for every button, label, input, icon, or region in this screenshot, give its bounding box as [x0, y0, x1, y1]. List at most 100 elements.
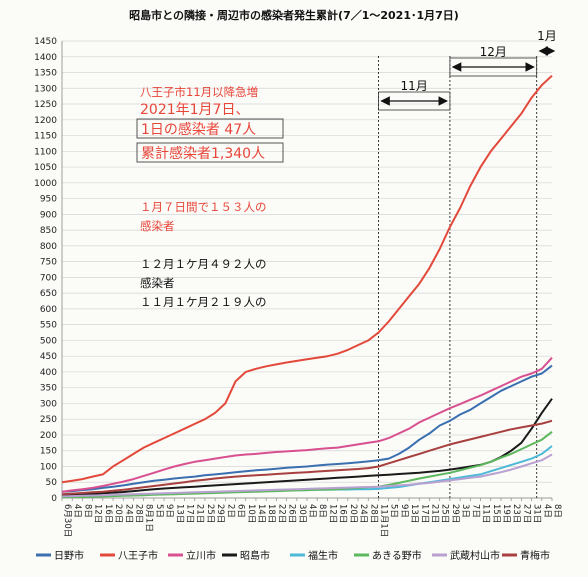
x-tick-label: 10日	[246, 504, 256, 523]
x-tick-label: 26日	[287, 504, 297, 523]
y-tick-label: 1200	[34, 116, 57, 126]
x-tick-label: 22日	[276, 504, 286, 523]
y-tick-label: 1450	[34, 37, 57, 47]
x-tick-label: 31日	[532, 504, 542, 523]
legend-label: あきる野市	[372, 549, 422, 562]
y-tick-label: 0	[51, 494, 57, 504]
x-tick-label: 28日	[133, 504, 143, 523]
x-tick-label: 29日	[450, 504, 460, 523]
period-label: 1月	[537, 29, 557, 43]
x-tick-label: 25日	[440, 504, 450, 523]
y-tick-label: 1300	[34, 84, 57, 94]
y-tick-label: 1150	[34, 132, 57, 142]
legend-label: 日野市	[54, 549, 84, 562]
x-tick-label: 4日	[542, 504, 552, 518]
x-tick-label: 20日	[113, 504, 123, 523]
y-tick-label: 750	[40, 258, 57, 268]
y-tick-label: 650	[40, 289, 57, 299]
annotation-box-daily	[136, 118, 284, 139]
y-tick-label: 600	[40, 305, 57, 315]
y-tick-label: 550	[40, 321, 57, 331]
x-tick-label: 25日	[205, 504, 215, 523]
x-tick-label: 20日	[348, 504, 358, 523]
x-tick-label: 16日	[103, 504, 113, 523]
x-tick-label: 8日	[82, 504, 92, 518]
period-label: 12月	[480, 45, 507, 59]
x-tick-label: 13日	[174, 504, 184, 523]
x-tick-label: 11日	[481, 504, 491, 523]
legend-label: 福生市	[308, 549, 338, 562]
x-tick-label: 4日	[72, 504, 82, 518]
x-tick-label: 8日	[317, 504, 327, 518]
y-tick-label: 700	[40, 273, 57, 283]
y-tick-label: 50	[46, 478, 58, 488]
y-tick-label: 1100	[34, 147, 57, 157]
legend: 日野市 八王子市 立川市 昭島市 福生市 あきる野市 武蔵村山市 青梅市	[36, 549, 550, 562]
annotation-jan-week-suffix: 感染者	[140, 219, 175, 233]
y-tick-label: 100	[40, 462, 57, 472]
y-tick-label: 800	[40, 242, 57, 252]
series-line	[61, 419, 553, 496]
x-tick-label: 6月30日	[62, 504, 72, 537]
legend-label: 武蔵村山市	[450, 549, 500, 562]
x-tick-label: 11月1日	[378, 504, 388, 537]
x-tick-label: 21日	[195, 504, 205, 523]
series-line	[61, 74, 553, 484]
y-tick-label: 500	[40, 336, 57, 346]
y-tick-label: 950	[40, 195, 57, 205]
y-tick-label: 1250	[34, 100, 57, 110]
legend-label: 八王子市	[118, 549, 158, 562]
x-tick-label: 3日	[460, 504, 470, 518]
x-tick-label: 23日	[511, 504, 521, 523]
chart-title: 昭島市との隣接・周辺市の感染者発生累計(7／1〜2021･1月7日)	[129, 8, 459, 22]
y-tick-label: 1050	[34, 163, 57, 173]
annotation-box-total	[136, 142, 284, 163]
x-tick-label: 9日	[399, 504, 409, 518]
x-tick-label: 15日	[491, 504, 501, 523]
legend-label: 青梅市	[520, 549, 550, 562]
y-tick-label: 200	[40, 431, 57, 441]
legend-label: 昭島市	[240, 549, 270, 562]
y-tick-label: 1400	[34, 53, 57, 63]
x-tick-label: 19日	[501, 504, 511, 523]
x-tick-label: 14日	[256, 504, 266, 523]
x-tick-label: 24日	[123, 504, 133, 523]
annotation-date: 2021年1月7日、	[140, 102, 249, 118]
period-label: 11月	[401, 79, 428, 93]
x-tick-label: 7日	[470, 504, 480, 518]
y-tick-label: 300	[40, 399, 57, 409]
x-axis-ticks: 6月30日 4日 8日 12日 16日 20日 24日 28日 8月1日 5日 9日 13日 17日 21…	[61, 498, 562, 537]
legend-label: 立川市	[186, 549, 216, 562]
x-tick-label: 8日	[552, 504, 562, 518]
x-tick-label: 24日	[358, 504, 368, 523]
x-tick-label: 29日	[215, 504, 225, 523]
series-line	[61, 431, 553, 499]
y-tick-label: 350	[40, 384, 57, 394]
annotation-hachioji-increase: 八王子市11月以降急増	[140, 85, 258, 99]
series-line	[61, 357, 553, 493]
x-tick-label: 27日	[521, 504, 531, 523]
x-tick-label: 9日	[164, 504, 174, 518]
annotation-total-cases: 累計感染者1,340人	[141, 145, 265, 162]
x-tick-label: 8月1日	[144, 504, 154, 532]
annotation-december-suffix: 感染者	[140, 276, 175, 290]
y-tick-label: 850	[40, 226, 57, 236]
x-tick-label: 21日	[430, 504, 440, 523]
x-tick-label: 12日	[327, 504, 337, 523]
x-tick-label: 16日	[338, 504, 348, 523]
period-box	[378, 91, 451, 111]
x-tick-label: 4日	[307, 504, 317, 518]
x-tick-label: 5日	[389, 504, 399, 518]
x-tick-label: 13日	[409, 504, 419, 523]
x-tick-label: 30日	[297, 504, 307, 523]
annotation-december: １２月１ケ月４９２人の	[140, 257, 267, 271]
x-tick-label: 28日	[368, 504, 378, 523]
y-tick-label: 400	[40, 368, 57, 378]
y-tick-label: 250	[40, 415, 57, 425]
series-line	[61, 398, 553, 496]
series-line	[61, 364, 553, 493]
x-tick-label: 12日	[93, 504, 103, 523]
y-tick-label: 900	[40, 210, 57, 220]
x-tick-label: 2日	[225, 504, 235, 518]
